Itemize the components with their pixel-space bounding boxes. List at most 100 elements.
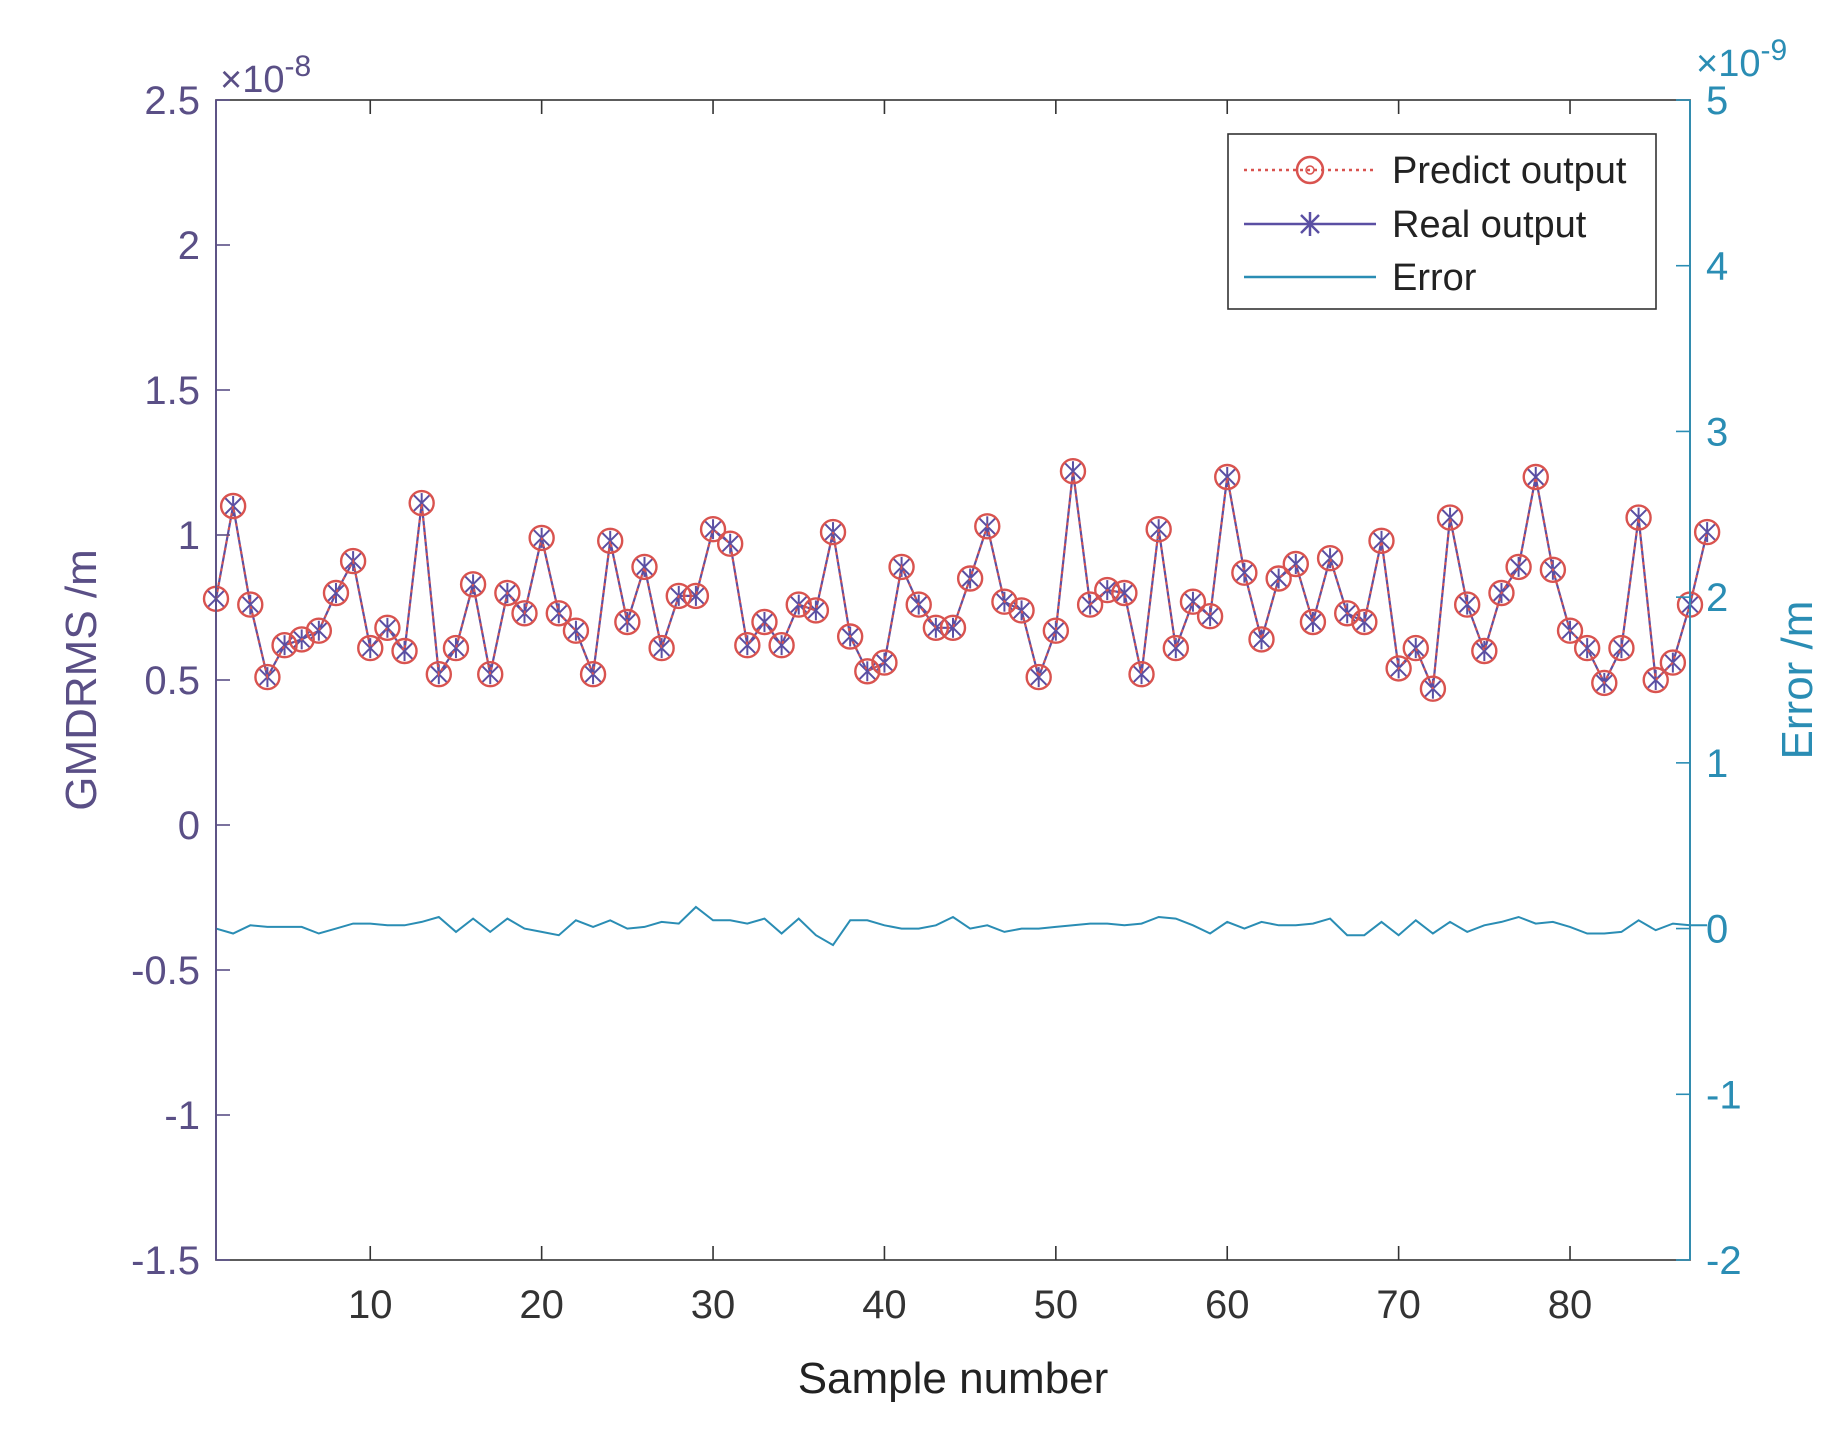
predict-output-point	[734, 632, 761, 659]
predict-output-point	[1042, 617, 1070, 644]
predict-output-point	[1488, 579, 1515, 607]
predict-output-point	[1368, 527, 1395, 554]
real-output-point	[1201, 606, 1219, 627]
real-output-point	[1167, 638, 1185, 659]
legend-item-predict: Predict output	[1244, 150, 1627, 192]
predict-output-point	[1214, 463, 1241, 491]
predict-output-point	[1248, 626, 1275, 653]
legend-predict-marker	[1295, 155, 1325, 185]
predict-output-point	[682, 582, 710, 610]
predict-output-point	[665, 582, 692, 610]
predict-output-point	[1316, 545, 1344, 572]
real-output-point	[721, 533, 739, 554]
real-output-point	[1509, 556, 1528, 577]
x-tick-label: 60	[1205, 1283, 1250, 1327]
predict-output-point	[528, 524, 555, 552]
predict-output-point	[339, 547, 367, 575]
real-output-point	[1441, 507, 1459, 528]
real-output-point	[1029, 667, 1048, 688]
predict-output-point	[1453, 591, 1481, 618]
predict-output-point	[1231, 559, 1258, 586]
legend-predict-marker-inner	[1305, 165, 1315, 175]
predict-output-point	[374, 614, 401, 641]
x-tick-label: 70	[1376, 1283, 1421, 1327]
real-output-point	[738, 635, 757, 656]
predict-output-point	[459, 571, 487, 598]
predict-output-point	[579, 661, 607, 688]
left-y-axis: -1.5 -1 -0.5 0 0.5 1 1.5 2 2.5	[131, 79, 230, 1283]
real-output-point	[755, 612, 774, 632]
predict-output-point	[871, 649, 898, 676]
predict-output-point	[254, 663, 281, 691]
real-output-point	[1458, 594, 1476, 615]
real-output-point	[447, 638, 465, 659]
left-y-tick-label: -1.5	[131, 1239, 200, 1283]
real-output-point	[1527, 467, 1545, 487]
real-output-point	[1612, 638, 1631, 659]
predict-output-point	[425, 661, 453, 688]
right-y-tick-label: 2	[1706, 576, 1728, 620]
predict-output-point	[1008, 597, 1035, 624]
predict-output-point	[1608, 634, 1635, 662]
predict-output-point	[237, 591, 264, 618]
real-output-point	[327, 583, 345, 603]
right-y-tick-label: 4	[1706, 245, 1728, 289]
predict-output-series	[202, 458, 1721, 702]
predict-output-point	[716, 530, 744, 557]
predict-output-point	[1471, 637, 1498, 665]
predict-output-point	[1693, 518, 1721, 546]
predict-output-point	[802, 597, 830, 624]
legend-item-real: Real output	[1244, 204, 1587, 246]
left-y-tick-label: 0.5	[144, 659, 200, 703]
real-output-point	[1698, 522, 1716, 543]
predict-output-point	[391, 637, 418, 665]
right-exponent-label: ×10-9	[1696, 34, 1787, 85]
predict-output-point	[1282, 550, 1309, 578]
real-output-point	[704, 519, 722, 540]
predict-output-point	[1419, 675, 1447, 702]
predict-output-point	[1299, 608, 1327, 636]
predict-output-point	[1076, 591, 1104, 618]
real-output-point	[1578, 638, 1596, 659]
predict-output-point	[1025, 663, 1052, 691]
right-y-axis: -2 -1 0 1 2 3 4 5	[1676, 79, 1742, 1283]
predict-output-point	[939, 614, 967, 641]
predict-output-point	[631, 553, 658, 581]
left-y-tick-label: 0	[178, 804, 200, 848]
predict-output-point	[1162, 634, 1190, 662]
predict-output-point	[219, 492, 247, 520]
real-output-point	[412, 493, 431, 514]
predict-output-point	[836, 623, 864, 650]
left-y-tick-label: -0.5	[131, 949, 200, 993]
real-output-point	[1287, 554, 1305, 574]
real-output-point	[1475, 641, 1494, 661]
real-output-point	[772, 635, 791, 656]
predict-output-point	[888, 553, 915, 581]
predict-output-point	[1573, 634, 1601, 662]
x-axis-label: Sample number	[798, 1354, 1109, 1403]
predict-output-point	[1059, 458, 1087, 485]
x-tick-label: 20	[519, 1283, 564, 1327]
predict-output-point	[1642, 666, 1669, 694]
right-y-tick-label: 1	[1706, 742, 1728, 786]
real-output-point	[635, 556, 654, 577]
real-output-point	[1218, 467, 1236, 487]
predict-output-point	[1196, 603, 1224, 630]
real-output-point	[1252, 629, 1271, 650]
left-exponent-label: ×10-8	[220, 50, 311, 101]
left-y-axis-label: GMDRMS /m	[57, 549, 106, 811]
real-output-point	[1132, 664, 1151, 685]
right-y-axis-label: Error /m	[1773, 601, 1822, 760]
real-output-point	[1064, 461, 1082, 482]
legend-predict-label: Predict output	[1392, 150, 1627, 192]
predict-output-point	[1539, 556, 1567, 583]
predict-output-point	[768, 632, 795, 659]
predict-output-point	[819, 518, 847, 546]
left-y-tick-label: 2.5	[144, 79, 200, 123]
predict-output-point	[494, 579, 521, 607]
legend-real-label: Real output	[1392, 204, 1587, 246]
x-tick-label: 10	[348, 1283, 393, 1327]
right-y-tick-label: 3	[1706, 410, 1728, 454]
predict-output-point	[1094, 576, 1121, 604]
predict-output-point	[1111, 579, 1138, 607]
